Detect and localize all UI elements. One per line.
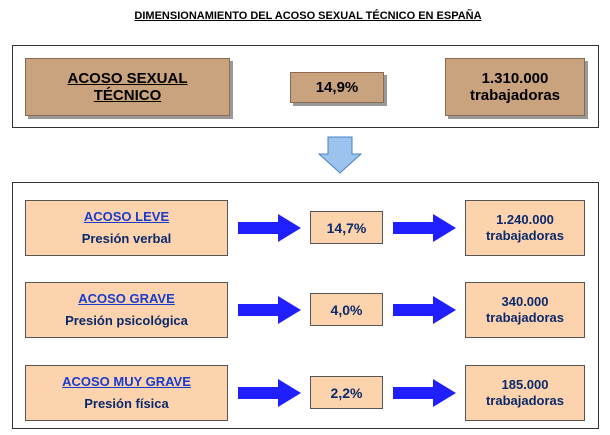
- level-count: 185.000: [501, 377, 549, 392]
- level-box: ACOSO GRAVE Presión psicológica: [25, 282, 228, 338]
- right-arrow: [393, 379, 456, 407]
- down-arrow-shape: [318, 136, 362, 174]
- right-arrow-shape: [393, 379, 456, 407]
- level-description: Presión física: [84, 396, 169, 411]
- count-box: 1.240.000 trabajadoras: [465, 200, 585, 256]
- count-box: 185.000 trabajadoras: [465, 365, 585, 421]
- right-arrow: [393, 214, 456, 242]
- summary-rate-box: 14,9%: [290, 72, 384, 103]
- summary-unit: trabajadoras: [469, 87, 561, 104]
- level-unit: trabajadoras: [485, 228, 565, 243]
- level-label: ACOSO GRAVE: [78, 291, 175, 306]
- level-count: 1.240.000: [496, 212, 554, 227]
- right-arrow-shape: [238, 214, 301, 242]
- right-arrow-shape: [238, 379, 301, 407]
- right-arrow: [238, 296, 301, 324]
- level-unit: trabajadoras: [485, 393, 565, 408]
- level-description: Presión verbal: [81, 231, 172, 246]
- summary-count-box: 1.310.000 trabajadoras: [445, 58, 585, 116]
- right-arrow-shape: [238, 296, 301, 324]
- down-arrow: [318, 136, 362, 174]
- level-box: ACOSO LEVE Presión verbal: [25, 200, 228, 256]
- level-label: ACOSO MUY GRAVE: [62, 374, 191, 389]
- title: DIMENSIONAMIENTO DEL ACOSO SEXUAL TÉCNIC…: [134, 10, 482, 22]
- summary-count: 1.310.000: [481, 70, 549, 87]
- right-arrow: [393, 296, 456, 324]
- summary-rate: 14,9%: [315, 79, 359, 96]
- level-count: 340.000: [501, 294, 549, 309]
- summary-label: ACOSO SEXUAL TÉCNICO: [67, 70, 188, 104]
- summary-label-box: ACOSO SEXUAL TÉCNICO: [25, 58, 230, 116]
- right-arrow: [238, 379, 301, 407]
- right-arrow-shape: [393, 214, 456, 242]
- level-rate: 4,0%: [330, 301, 363, 318]
- level-label: ACOSO LEVE: [83, 209, 170, 224]
- level-rate: 14,7%: [326, 219, 367, 236]
- count-box: 340.000 trabajadoras: [465, 282, 585, 338]
- level-rate: 2,2%: [330, 384, 363, 401]
- right-arrow: [238, 214, 301, 242]
- level-unit: trabajadoras: [485, 310, 565, 325]
- level-box: ACOSO MUY GRAVE Presión física: [25, 365, 228, 421]
- rate-box: 14,7%: [310, 211, 383, 244]
- rate-box: 2,2%: [310, 376, 383, 409]
- rate-box: 4,0%: [310, 293, 383, 326]
- level-description: Presión psicológica: [65, 313, 188, 328]
- right-arrow-shape: [393, 296, 456, 324]
